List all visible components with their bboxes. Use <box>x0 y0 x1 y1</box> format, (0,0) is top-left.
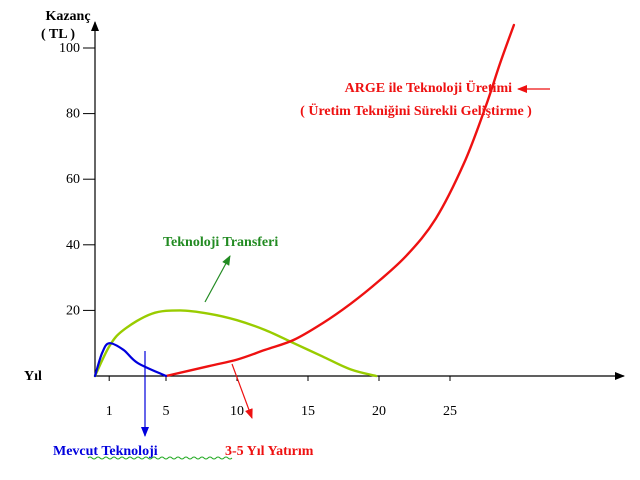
annotation-arge-subtitle: ( Üretim Tekniğini Sürekli Geliştirme ) <box>300 102 532 119</box>
x-tick-label: 15 <box>301 404 315 419</box>
x-axis-title: Yıl <box>24 369 42 384</box>
x-tick-label: 25 <box>443 404 457 419</box>
annotation-arge-title: ARGE ile Teknoloji Üretimi <box>345 79 512 96</box>
y-tick-label: 80 <box>66 107 80 122</box>
y-tick-label: 60 <box>66 172 80 187</box>
y-ticks: 20 40 60 80 100 <box>59 41 95 318</box>
y-tick-label: 40 <box>66 238 80 253</box>
x-tick-label: 10 <box>230 404 244 419</box>
y-tick-label: 100 <box>59 41 80 56</box>
x-tick-label: 20 <box>372 404 386 419</box>
y-tick-label: 20 <box>66 303 80 318</box>
x-tick-label: 5 <box>163 404 170 419</box>
x-tick-label: 1 <box>106 404 113 419</box>
y-axis-unit: ( TL ) <box>41 27 75 42</box>
y-axis-title: Kazanç <box>45 9 90 24</box>
arrow-transfer <box>204 255 231 303</box>
arrow-yatirim <box>231 363 253 419</box>
x-ticks: 1 5 10 15 20 25 <box>106 376 457 419</box>
series-line-arge <box>164 23 516 378</box>
spellcheck-underline <box>87 456 233 460</box>
annotation-transfer: Teknoloji Transferi <box>163 235 278 250</box>
annotation-yatirim: 3-5 Yıl Yatırım <box>225 444 314 459</box>
annotation-mevcut: Mevcut Teknoloji <box>53 444 158 459</box>
series-line-transfer <box>93 309 378 378</box>
series-line-mevcut <box>93 342 168 378</box>
series-group <box>93 23 516 378</box>
